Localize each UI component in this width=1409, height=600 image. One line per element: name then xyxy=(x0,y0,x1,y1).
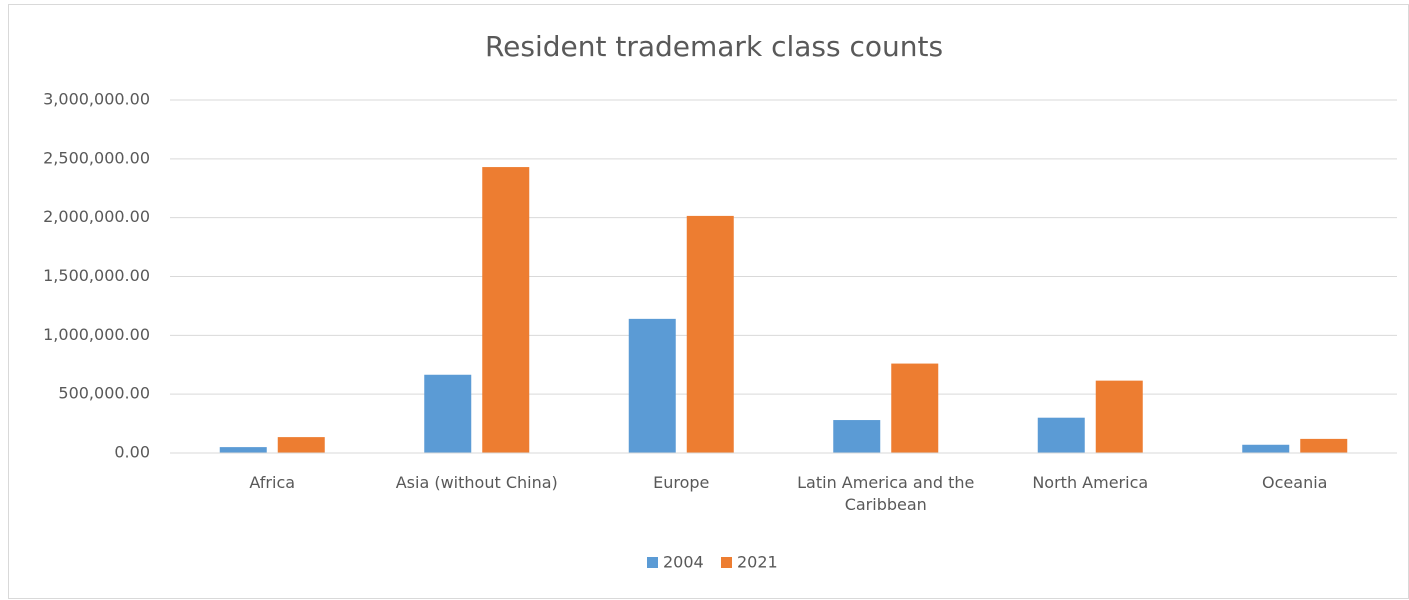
x-tick-label: Europe xyxy=(653,473,710,492)
bar xyxy=(1095,380,1143,453)
bar xyxy=(219,447,267,453)
y-tick-label: 2,000,000.00 xyxy=(43,207,150,226)
bar xyxy=(277,437,325,453)
legend-swatch xyxy=(647,557,658,568)
bar xyxy=(1300,438,1348,453)
y-tick-label: 500,000.00 xyxy=(58,384,150,403)
bar xyxy=(482,167,530,453)
x-tick-label: Latin America and the Caribbean xyxy=(797,473,975,514)
legend-swatch xyxy=(721,557,732,568)
legend-label: 2004 xyxy=(663,553,704,572)
x-tick-label: Oceania xyxy=(1262,473,1328,492)
x-tick-label: Africa xyxy=(249,473,296,492)
bar xyxy=(424,374,472,453)
y-tick-label: 1,500,000.00 xyxy=(43,266,150,285)
y-tick-label: 0.00 xyxy=(114,443,150,462)
x-tick-label: North America xyxy=(1032,473,1149,492)
legend-label: 2021 xyxy=(737,553,778,572)
y-tick-label: 1,000,000.00 xyxy=(43,325,150,344)
bar xyxy=(833,420,881,453)
bar xyxy=(1242,444,1290,453)
bar xyxy=(891,363,939,453)
x-tick-label: Asia (without China) xyxy=(395,473,558,492)
chart-title: Resident trademark class counts xyxy=(485,30,943,63)
bar xyxy=(1037,417,1085,453)
bar xyxy=(686,215,734,453)
y-tick-label: 2,500,000.00 xyxy=(43,148,150,167)
bar xyxy=(628,318,676,453)
y-tick-label: 3,000,000.00 xyxy=(43,90,150,109)
